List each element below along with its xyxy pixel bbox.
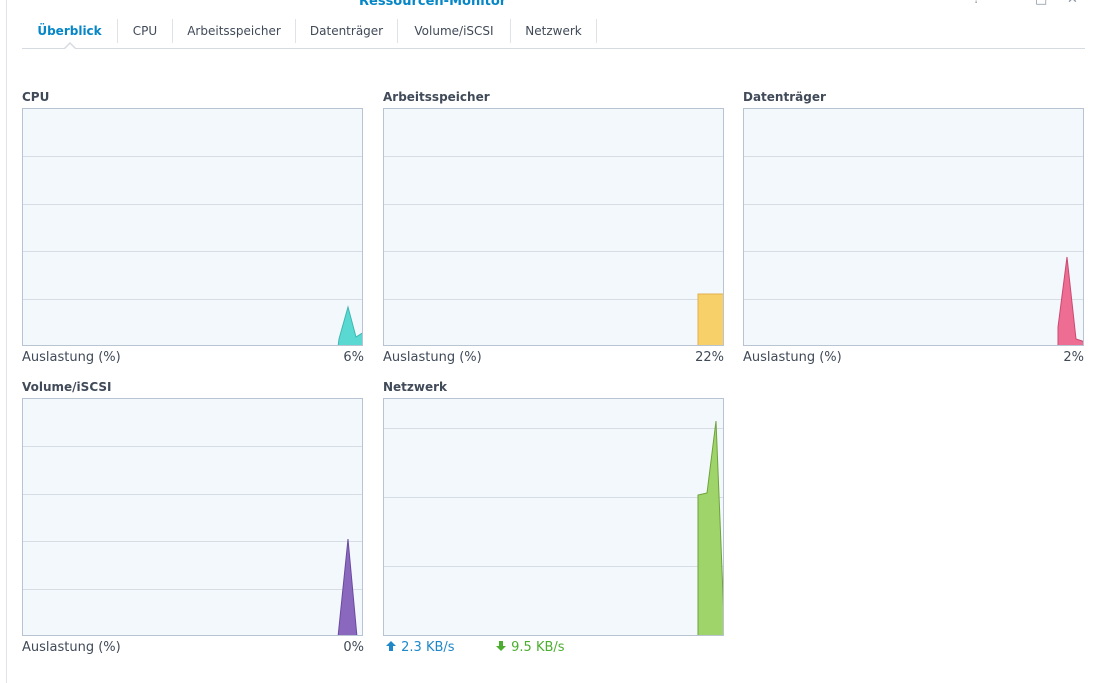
memory-chart[interactable]	[383, 108, 724, 346]
close-icon[interactable]: ✕	[1067, 0, 1078, 7]
tab-separator	[397, 19, 398, 43]
window-left-border	[6, 0, 7, 683]
network-panel-title: Netzwerk	[383, 380, 448, 394]
cpu-panel-title: CPU	[22, 90, 50, 104]
cpu-usage-value: 6%	[343, 350, 364, 365]
network-chart-svg	[384, 420, 723, 635]
tab-separator	[295, 19, 296, 43]
network-chart[interactable]	[383, 398, 724, 636]
disk-panel-title: Datenträger	[743, 90, 826, 104]
network-upload-rate: 2.3 KB/s	[385, 640, 455, 655]
volume-footer-label: Auslastung (%)	[22, 640, 121, 655]
tab-separator	[172, 19, 173, 43]
network-traffic-area	[697, 420, 723, 635]
tab-memory[interactable]: Arbeitsspeicher	[187, 24, 281, 38]
cpu-usage-area	[337, 305, 362, 345]
volume-chart[interactable]	[22, 398, 363, 636]
tab-network[interactable]: Netzwerk	[525, 24, 582, 38]
help-icon[interactable]: ?	[973, 0, 980, 7]
cpu-chart-svg	[23, 156, 362, 345]
tab-separator	[117, 19, 118, 43]
tab-cpu[interactable]: CPU	[132, 24, 158, 38]
minimize-icon[interactable]: –	[1003, 0, 1010, 7]
tab-volume[interactable]: Volume/iSCSI	[414, 24, 494, 38]
arrow-up-icon	[386, 641, 396, 651]
volume-chart-svg	[23, 446, 362, 635]
volume-usage-area	[337, 538, 358, 635]
tab-disk[interactable]: Datenträger	[309, 24, 384, 38]
cpu-chart[interactable]	[22, 108, 363, 346]
memory-usage-area	[697, 293, 723, 345]
network-upload-value: 2.3 KB/s	[401, 640, 455, 655]
memory-chart-svg	[384, 156, 723, 345]
tab-overview[interactable]: Überblick	[37, 24, 102, 38]
arrow-down-icon	[496, 641, 506, 651]
title-bar: Ressourcen-Monitor ? – □ ✕	[0, 0, 1096, 10]
memory-footer-label: Auslastung (%)	[383, 350, 482, 365]
memory-usage-value: 22%	[695, 350, 724, 365]
disk-usage-area	[1057, 256, 1083, 345]
disk-usage-value: 2%	[1063, 350, 1084, 365]
maximize-icon[interactable]: □	[1035, 0, 1047, 7]
cpu-footer-label: Auslastung (%)	[22, 350, 121, 365]
disk-chart[interactable]	[743, 108, 1084, 346]
active-tab-indicator-fill	[65, 44, 75, 49]
volume-panel-title: Volume/iSCSI	[22, 380, 112, 394]
memory-panel-title: Arbeitsspeicher	[383, 90, 490, 104]
tab-bar: Überblick CPU Arbeitsspeicher Datenträge…	[22, 17, 1085, 49]
disk-footer-label: Auslastung (%)	[743, 350, 842, 365]
disk-chart-svg	[744, 156, 1083, 345]
tab-separator	[596, 19, 597, 43]
tab-separator	[510, 19, 511, 43]
window-title: Ressourcen-Monitor	[359, 0, 507, 9]
network-download-rate: 9.5 KB/s	[495, 640, 565, 655]
network-download-value: 9.5 KB/s	[511, 640, 565, 655]
volume-usage-value: 0%	[343, 640, 364, 655]
